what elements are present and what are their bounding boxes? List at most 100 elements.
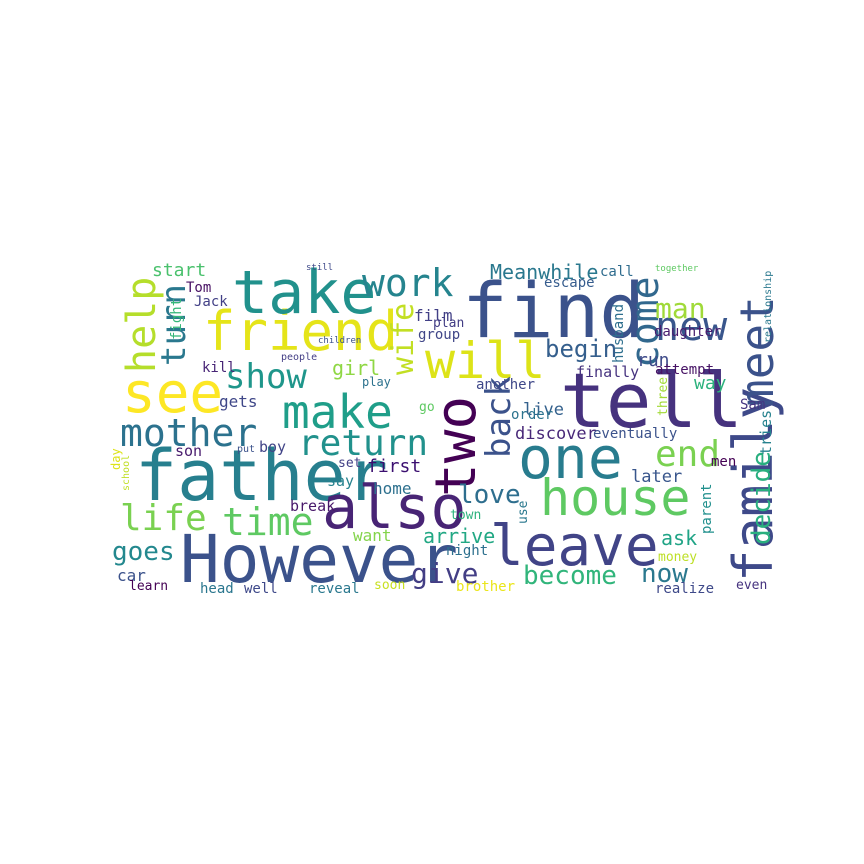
word-set: set	[338, 456, 361, 471]
word-soon: soon	[374, 578, 405, 593]
word-family: family	[722, 387, 785, 582]
word-break: break	[290, 497, 335, 515]
word-also: also	[322, 473, 467, 543]
word-now: now	[641, 559, 688, 589]
word-call: call	[600, 264, 634, 280]
word-escape: escape	[544, 275, 595, 291]
word-another: another	[476, 377, 535, 393]
word-however: However	[180, 521, 458, 598]
word-relationship: relationship	[763, 271, 774, 343]
word-goes: goes	[112, 537, 175, 567]
word-gets: gets	[219, 392, 258, 411]
word-say: say	[327, 472, 354, 490]
word-sam: Sam	[740, 397, 765, 413]
word-new: new	[655, 304, 728, 350]
word-return: return	[298, 423, 428, 464]
word-want: want	[353, 526, 392, 545]
word-two: two	[424, 396, 489, 497]
word-tom: Tom	[186, 280, 211, 296]
word-school: school	[121, 455, 132, 491]
word-become: become	[523, 561, 617, 591]
word-reveal: reveal	[309, 581, 360, 597]
word-take: take	[232, 258, 377, 328]
word-finally: finally	[576, 363, 639, 381]
word-live: live	[523, 400, 564, 420]
word-love: love	[458, 480, 521, 510]
word-parent: parent	[699, 483, 715, 534]
word-together: together	[655, 264, 699, 274]
word-girl: girl	[332, 356, 380, 380]
word-night: night	[446, 543, 488, 559]
word-make: make	[282, 385, 393, 439]
word-head: head	[200, 581, 234, 597]
word-man: man	[655, 292, 706, 325]
word-go: go	[419, 400, 435, 415]
word-realize: realize	[655, 581, 714, 597]
word-father: father	[135, 435, 388, 517]
word-use: use	[516, 500, 531, 524]
word-group: group	[418, 327, 460, 343]
word-wife: wife	[386, 303, 421, 375]
word-see: see	[122, 361, 223, 426]
word-tries: tries	[757, 410, 775, 455]
word-children: children	[318, 336, 361, 346]
word-day: day	[109, 448, 123, 470]
word-three: three	[656, 377, 671, 416]
word-even: even	[736, 578, 767, 593]
word-give: give	[411, 557, 478, 590]
word-fight: fight	[169, 298, 185, 340]
word-life: life	[120, 498, 207, 539]
word-daughter: daughter	[654, 324, 721, 340]
word-house: house	[540, 469, 691, 527]
word-home: home	[373, 479, 412, 498]
word-mother: mother	[120, 411, 257, 455]
word-order: order	[511, 407, 553, 423]
word-will: will	[425, 332, 545, 390]
word-meanwhile: Meanwhile	[490, 260, 598, 284]
word-run: run	[637, 350, 670, 371]
word-money: money	[658, 550, 697, 565]
word-way: way	[694, 373, 727, 394]
word-leave: leave	[490, 514, 659, 579]
word-find: find	[462, 266, 645, 355]
word-one: one	[518, 424, 623, 492]
word-people: people	[281, 352, 317, 363]
word-plan: plan	[433, 316, 464, 331]
word-film: film	[414, 306, 453, 325]
word-ask: ask	[661, 526, 697, 550]
word-town: town	[450, 508, 481, 523]
word-boy: boy	[259, 438, 286, 456]
word-friend: friend	[203, 300, 398, 363]
word-jack: Jack	[194, 294, 228, 310]
word-put: put	[237, 444, 255, 455]
word-turn: turn	[154, 284, 194, 366]
word-husband: husband	[611, 304, 627, 363]
word-decide: decide	[747, 451, 777, 545]
word-arrive: arrive	[423, 524, 495, 548]
word-men: men	[711, 454, 736, 470]
word-start: start	[152, 260, 206, 281]
word-meet: meet	[730, 296, 784, 407]
word-car: car	[117, 566, 146, 585]
word-play: play	[362, 375, 391, 389]
word-back: back	[479, 376, 519, 458]
word-well: well	[244, 581, 278, 597]
word-still: still	[306, 263, 333, 273]
word-brother: brother	[456, 579, 515, 595]
word-kill: kill	[202, 360, 236, 376]
word-show: show	[225, 357, 307, 397]
word-son: son	[175, 442, 202, 460]
word-help: help	[119, 277, 165, 373]
word-begin: begin	[545, 335, 617, 363]
word-come: come	[623, 276, 667, 368]
word-work: work	[362, 261, 454, 305]
word-first: first	[367, 456, 421, 477]
word-discover: discover	[515, 424, 597, 444]
word-tell: tell	[560, 356, 743, 445]
word-time: time	[222, 500, 314, 544]
word-eventually: eventually	[593, 426, 677, 442]
word-attempt: attempt	[655, 362, 714, 378]
word-end: end	[655, 434, 720, 475]
word-later: later	[631, 467, 682, 487]
